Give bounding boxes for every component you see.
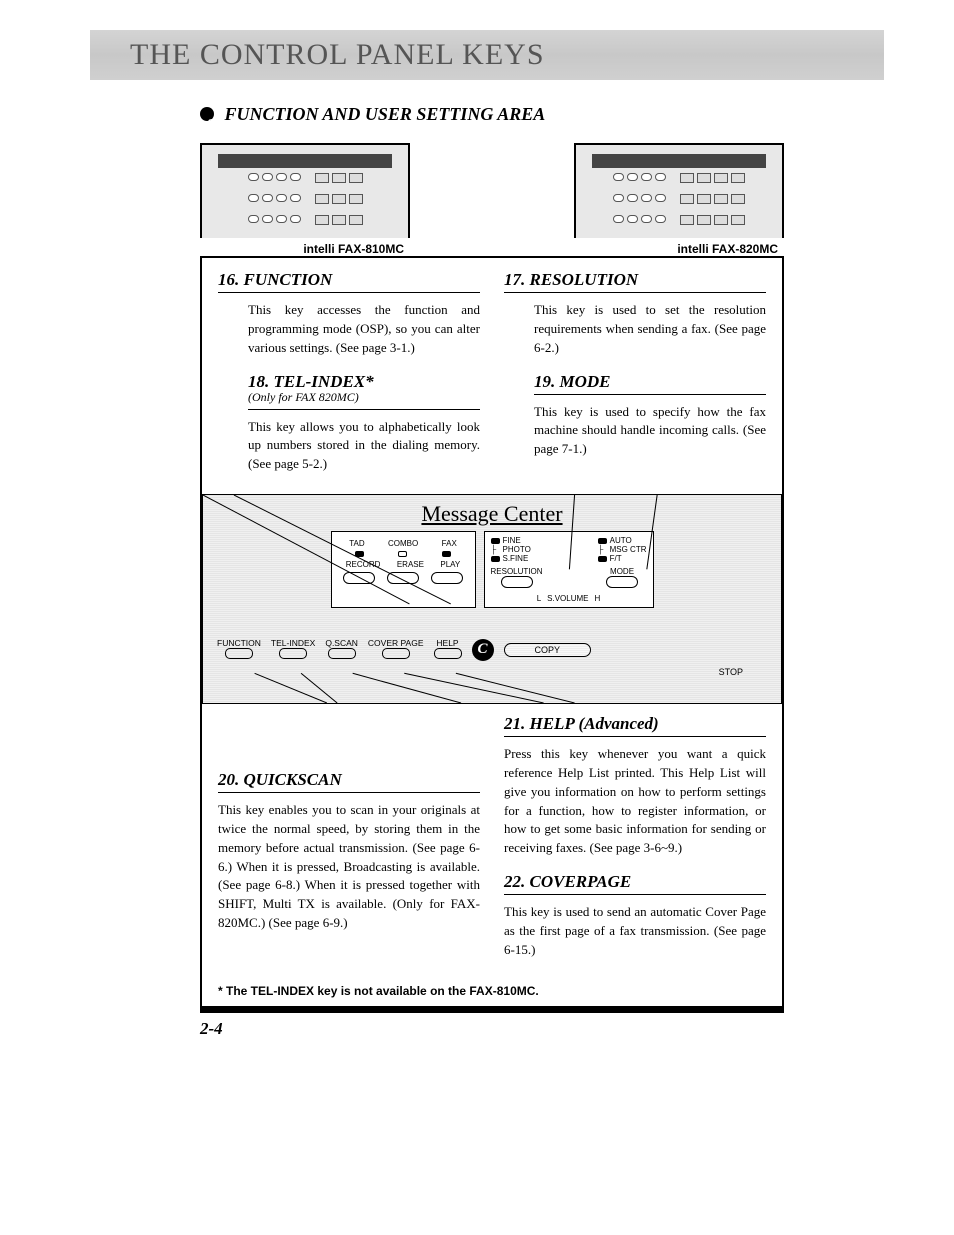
control-panel-diagram: Message Center TAD COMBO FAX RECORD ERAS… [202,494,782,704]
page-number: 2-4 [200,1019,884,1039]
main-content-frame: 16. FUNCTION This key accesses the funct… [200,256,784,1010]
heading-22: 22. COVERPAGE [504,872,766,895]
footnote: * The TEL-INDEX key is not available on … [218,984,766,998]
section-title: FUNCTION AND USER SETTING AREA [200,104,884,125]
device-image [574,143,784,238]
heading-17: 17. RESOLUTION [504,270,766,293]
device-thumbnail-row: intelli FAX-810MC intelli FAX-820MC [90,143,884,256]
heading-21: 21. HELP (Advanced) [504,714,766,737]
body-22: This key is used to send an automatic Co… [504,903,766,960]
body-17: This key is used to set the resolution r… [534,301,766,358]
body-19: This key is used to specify how the fax … [534,403,766,460]
device-caption-left: intelli FAX-810MC [200,242,410,256]
device-right: intelli FAX-820MC [574,143,784,256]
body-16: This key accesses the function and progr… [248,301,480,358]
heading-19: 19. MODE [534,372,766,395]
message-center-title: Message Center [211,501,773,527]
body-21: Press this key whenever you want a quick… [504,745,766,858]
body-18: This key allows you to alphabetically lo… [248,418,480,475]
device-left: intelli FAX-810MC [200,143,410,256]
device-caption-right: intelli FAX-820MC [574,242,784,256]
bottom-rule [200,1010,784,1013]
body-20: This key enables you to scan in your ori… [218,801,480,933]
stop-label: STOP [211,665,773,677]
heading-20: 20. QUICKSCAN [218,770,480,793]
device-image [200,143,410,238]
section-marker-icon: C [472,639,494,661]
panel-box-left: TAD COMBO FAX RECORD ERASE PLAY [331,531,476,608]
copy-button-label: COPY [504,643,592,657]
subheading-18: (Only for FAX 820MC) [248,390,480,405]
page-banner: THE CONTROL PANEL KEYS [90,30,884,80]
panel-lower-row: FUNCTION TEL-INDEX Q.SCAN COVER PAGE HEL… [211,634,773,665]
banner-title: THE CONTROL PANEL KEYS [130,38,884,72]
heading-16: 16. FUNCTION [218,270,480,293]
panel-box-right: FINE ├PHOTO S.FINE RESOLUTION AUTO ├MSG … [484,531,654,608]
